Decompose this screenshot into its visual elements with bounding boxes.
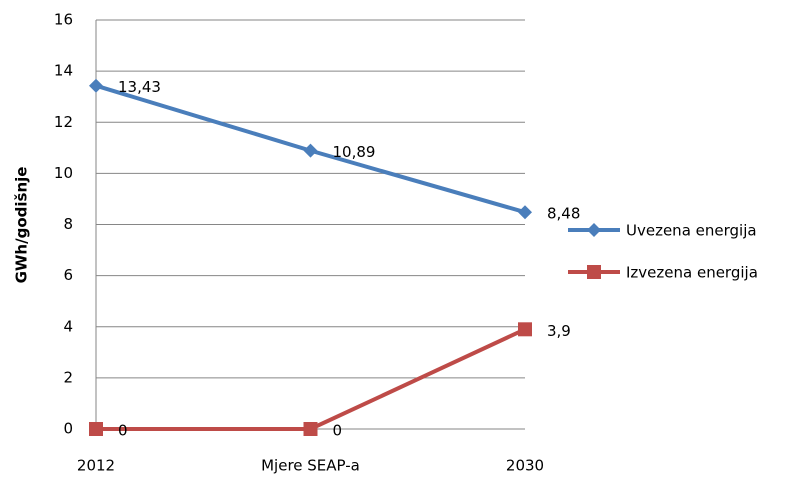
- y-tick-label: 14: [54, 62, 73, 80]
- y-tick-label: 2: [63, 368, 73, 386]
- data-label: 0: [333, 422, 343, 440]
- marker: [587, 265, 601, 279]
- x-tick-label: Mjere SEAP-a: [261, 457, 360, 475]
- marker: [303, 143, 318, 158]
- series-line: [96, 327, 526, 431]
- y-tick-label: 12: [54, 113, 73, 131]
- y-tick-label: 4: [63, 317, 73, 335]
- marker: [587, 223, 601, 237]
- y-tick-label: 0: [63, 420, 73, 438]
- data-label: 13,43: [118, 78, 161, 96]
- y-tick-label: 10: [54, 164, 73, 182]
- marker: [518, 322, 532, 337]
- x-tick-label: 2030: [506, 457, 544, 475]
- data-label: 10,89: [333, 143, 376, 161]
- y-tick-label: 8: [63, 215, 73, 233]
- y-tick-label: 16: [54, 11, 73, 29]
- y-tick-label: 6: [63, 266, 73, 284]
- marker: [518, 205, 532, 220]
- marker: [89, 78, 103, 93]
- x-tick-label: 2012: [77, 457, 115, 475]
- data-label: 0: [118, 422, 128, 440]
- y-axis-label: GWh/godišnje: [13, 167, 31, 284]
- data-label: 3,9: [547, 322, 571, 340]
- marker: [303, 422, 318, 436]
- data-label: 8,48: [547, 205, 580, 223]
- legend-label: Izvezena energija: [626, 264, 758, 282]
- legend-label: Uvezena energija: [626, 222, 757, 240]
- marker: [89, 422, 103, 436]
